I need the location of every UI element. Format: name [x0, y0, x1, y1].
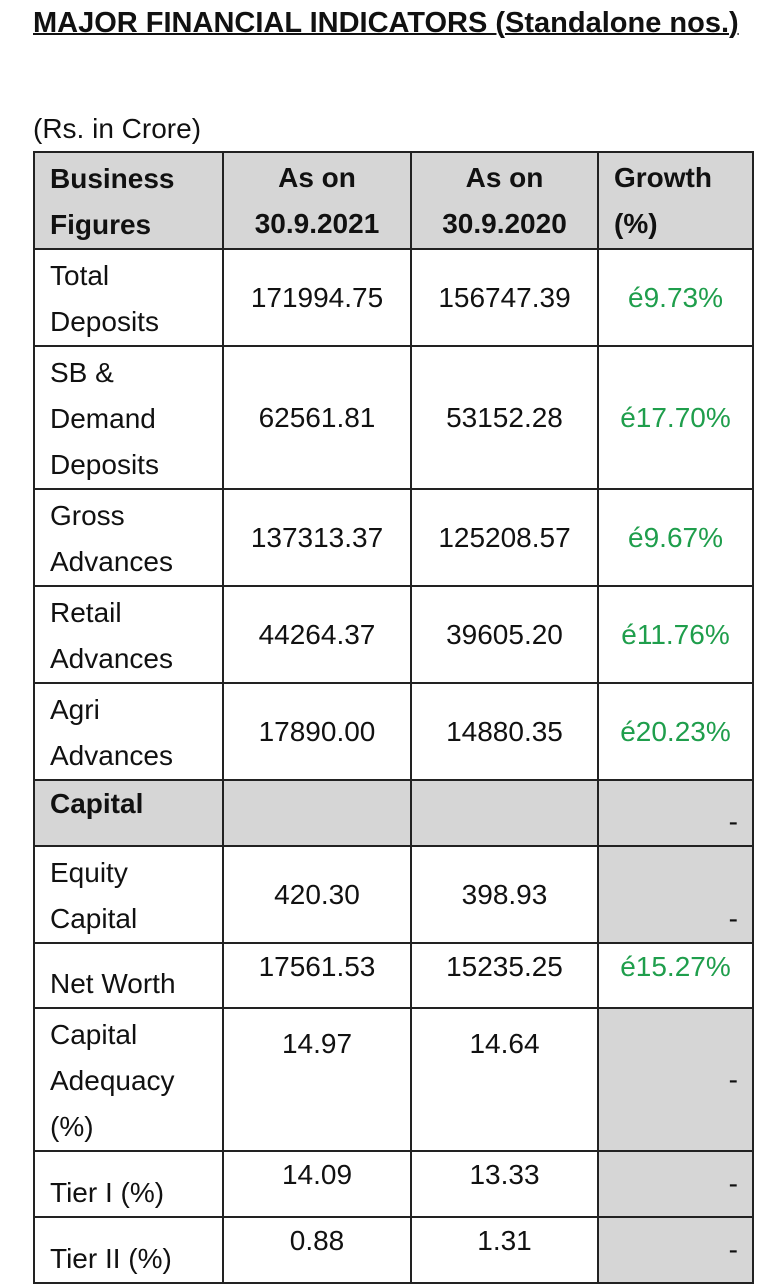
row-label-text: SB & Demand Deposits — [50, 357, 159, 480]
growth-value: é11.76% — [597, 585, 754, 684]
header-text: Business — [50, 163, 175, 194]
value-2020: 53152.28 — [410, 345, 599, 490]
section-row-capital: Capital - — [33, 779, 754, 847]
row-label: Tier II (%) — [33, 1216, 224, 1284]
value-2020: 14880.35 — [410, 682, 599, 781]
table-row: Tier II (%) 0.88 1.31 - — [33, 1216, 754, 1284]
value-2021: 171994.75 — [222, 248, 412, 347]
value-2020: 125208.57 — [410, 488, 599, 587]
table-row: Tier I (%) 14.09 13.33 - — [33, 1150, 754, 1218]
row-label: Gross Advances — [33, 488, 224, 587]
row-label: Capital — [33, 779, 224, 847]
row-label: Total Deposits — [33, 248, 224, 347]
row-label: Agri Advances — [33, 682, 224, 781]
row-label-text: Agri Advances — [50, 694, 173, 771]
value-2020: 39605.20 — [410, 585, 599, 684]
header-text: 30.9.2021 — [254, 207, 380, 239]
value-2021 — [222, 779, 412, 847]
growth-value: - — [597, 1216, 754, 1284]
header-as-on-2020: As on 30.9.2020 — [410, 151, 599, 250]
table-row: Retail Advances 44264.37 39605.20 é11.76… — [33, 585, 754, 684]
row-label-text: Retail Advances — [50, 597, 173, 674]
value-2021: 17890.00 — [222, 682, 412, 781]
growth-value: é9.73% — [597, 248, 754, 347]
row-label: SB & Demand Deposits — [33, 345, 224, 490]
value-2020: 15235.25 — [410, 942, 599, 1009]
table-row: Equity Capital 420.30 398.93 - — [33, 845, 754, 944]
growth-value: - — [597, 845, 754, 944]
growth-value: é15.27% — [597, 942, 754, 1009]
growth-value: é9.67% — [597, 488, 754, 587]
growth-value: - — [597, 1007, 754, 1152]
header-text: As on — [278, 161, 356, 193]
table-row: Capital Adequacy (%) 14.97 14.64 - — [33, 1007, 754, 1152]
value-2020: 13.33 — [410, 1150, 599, 1218]
growth-value: é20.23% — [597, 682, 754, 781]
header-row: Business Figures As on 30.9.2021 As on 3… — [33, 151, 754, 250]
value-2020: 398.93 — [410, 845, 599, 944]
value-2020 — [410, 779, 599, 847]
header-text: (%) — [614, 207, 658, 239]
value-2020: 14.64 — [410, 1007, 599, 1152]
value-2021: 137313.37 — [222, 488, 412, 587]
unit-note: (Rs. in Crore) — [33, 113, 202, 144]
row-label-text: Capital Adequacy (%) — [50, 1019, 175, 1142]
row-label: Equity Capital — [33, 845, 224, 944]
financial-indicators-table: Business Figures As on 30.9.2021 As on 3… — [33, 151, 754, 1284]
value-2021: 420.30 — [222, 845, 412, 944]
value-2021: 0.88 — [222, 1216, 412, 1284]
value-2021: 14.97 — [222, 1007, 412, 1152]
growth-value: é17.70% — [597, 345, 754, 490]
value-2021: 62561.81 — [222, 345, 412, 490]
row-label-text: Equity Capital — [50, 857, 138, 934]
value-2021: 44264.37 — [222, 585, 412, 684]
value-2021: 14.09 — [222, 1150, 412, 1218]
table-row: Total Deposits 171994.75 156747.39 é9.73… — [33, 248, 754, 347]
table-row: Net Worth 17561.53 15235.25 é15.27% — [33, 942, 754, 1009]
value-2021: 17561.53 — [222, 942, 412, 1009]
value-2020: 156747.39 — [410, 248, 599, 347]
header-growth: Growth (%) — [597, 151, 754, 250]
row-label: Capital Adequacy (%) — [33, 1007, 224, 1152]
header-text: Growth — [614, 161, 712, 193]
table-row: SB & Demand Deposits 62561.81 53152.28 é… — [33, 345, 754, 490]
growth-value: - — [597, 1150, 754, 1218]
value-2020: 1.31 — [410, 1216, 599, 1284]
page-title: MAJOR FINANCIAL INDICATORS (Standalone n… — [33, 7, 739, 39]
header-as-on-2021: As on 30.9.2021 — [222, 151, 412, 250]
table-row: Gross Advances 137313.37 125208.57 é9.67… — [33, 488, 754, 587]
header-text: As on — [465, 161, 544, 193]
row-label: Net Worth — [33, 942, 224, 1009]
row-label: Retail Advances — [33, 585, 224, 684]
row-label: Tier I (%) — [33, 1150, 224, 1218]
header-business-figures: Business Figures — [33, 151, 224, 250]
header-text: Figures — [50, 209, 152, 240]
growth-value: - — [597, 779, 754, 847]
table-row: Agri Advances 17890.00 14880.35 é20.23% — [33, 682, 754, 781]
row-label-text: Gross Advances — [50, 500, 173, 577]
header-text: 30.9.2020 — [442, 207, 567, 239]
